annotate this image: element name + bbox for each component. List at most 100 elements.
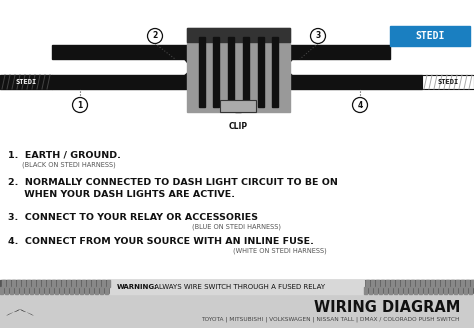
Bar bbox=[0, 0, 474, 140]
Circle shape bbox=[73, 97, 88, 113]
Circle shape bbox=[310, 29, 326, 44]
Bar bbox=[72, 280, 75, 287]
Bar bbox=[70, 287, 73, 294]
Bar bbox=[10, 287, 13, 294]
Bar bbox=[369, 287, 372, 294]
Bar bbox=[92, 280, 95, 287]
Circle shape bbox=[147, 29, 163, 44]
Bar bbox=[110, 280, 364, 294]
Bar bbox=[85, 287, 88, 294]
Bar bbox=[67, 280, 70, 287]
Bar bbox=[416, 280, 419, 287]
Bar bbox=[384, 287, 387, 294]
Bar bbox=[87, 280, 90, 287]
Bar bbox=[422, 75, 474, 89]
Bar bbox=[77, 280, 80, 287]
Bar bbox=[366, 280, 369, 287]
Bar bbox=[0, 75, 52, 89]
Bar bbox=[107, 280, 110, 287]
Bar bbox=[32, 280, 35, 287]
Bar bbox=[65, 287, 68, 294]
Bar bbox=[35, 287, 38, 294]
Bar bbox=[97, 280, 100, 287]
Text: 1: 1 bbox=[77, 100, 82, 110]
Circle shape bbox=[353, 97, 367, 113]
Bar bbox=[426, 280, 429, 287]
Bar bbox=[7, 280, 10, 287]
Bar bbox=[52, 45, 192, 59]
Bar bbox=[52, 75, 187, 89]
Bar bbox=[187, 28, 290, 42]
Bar bbox=[390, 26, 470, 46]
Bar bbox=[381, 280, 384, 287]
Bar bbox=[47, 280, 50, 287]
Text: 2: 2 bbox=[152, 31, 158, 40]
Bar bbox=[105, 287, 108, 294]
Bar bbox=[75, 287, 78, 294]
Text: 2.  NORMALLY CONNECTED TO DASH LIGHT CIRCUIT TO BE ON
     WHEN YOUR DASH LIGHTS: 2. NORMALLY CONNECTED TO DASH LIGHT CIRC… bbox=[8, 178, 338, 199]
Bar bbox=[469, 287, 472, 294]
Bar bbox=[20, 287, 23, 294]
Bar bbox=[439, 287, 442, 294]
Bar bbox=[401, 280, 404, 287]
Bar bbox=[454, 287, 457, 294]
Bar bbox=[37, 280, 40, 287]
Bar bbox=[399, 287, 402, 294]
PathPatch shape bbox=[6, 309, 34, 316]
Bar bbox=[371, 280, 374, 287]
Bar bbox=[364, 287, 367, 294]
Bar bbox=[102, 280, 105, 287]
Bar bbox=[396, 280, 399, 287]
Bar bbox=[424, 287, 427, 294]
Bar bbox=[471, 280, 474, 287]
Bar bbox=[0, 287, 3, 294]
Bar bbox=[446, 280, 449, 287]
Bar bbox=[456, 280, 459, 287]
Bar bbox=[459, 287, 462, 294]
Bar bbox=[52, 280, 55, 287]
Bar bbox=[431, 280, 434, 287]
Bar bbox=[2, 280, 5, 287]
Text: ALWAYS WIRE SWITCH THROUGH A FUSED RELAY: ALWAYS WIRE SWITCH THROUGH A FUSED RELAY bbox=[152, 284, 325, 290]
Bar bbox=[394, 287, 397, 294]
Bar bbox=[434, 287, 437, 294]
Text: CLIP: CLIP bbox=[229, 122, 248, 131]
Bar bbox=[17, 280, 20, 287]
Text: STEDI: STEDI bbox=[438, 79, 459, 85]
Bar bbox=[466, 280, 469, 287]
Text: WIRING DIAGRAM: WIRING DIAGRAM bbox=[314, 300, 460, 316]
Bar bbox=[5, 287, 8, 294]
Bar bbox=[376, 280, 379, 287]
Bar bbox=[391, 280, 394, 287]
Text: 1.  EARTH / GROUND.: 1. EARTH / GROUND. bbox=[8, 150, 121, 159]
Bar bbox=[243, 37, 249, 107]
Bar bbox=[15, 287, 18, 294]
Bar bbox=[45, 287, 48, 294]
Bar bbox=[42, 280, 45, 287]
Text: TOYOTA | MITSUBISHI | VOLKSWAGEN | NISSAN TALL | DMAX / COLORADO PUSH SWITCH: TOYOTA | MITSUBISHI | VOLKSWAGEN | NISSA… bbox=[201, 316, 460, 322]
Bar bbox=[187, 28, 290, 112]
Bar bbox=[80, 287, 83, 294]
Text: 4.  CONNECT FROM YOUR SOURCE WITH AN INLINE FUSE.: 4. CONNECT FROM YOUR SOURCE WITH AN INLI… bbox=[8, 237, 314, 246]
Bar bbox=[436, 280, 439, 287]
Text: (BLACK ON STEDI HARNESS): (BLACK ON STEDI HARNESS) bbox=[22, 162, 116, 169]
Bar bbox=[187, 45, 390, 59]
Bar bbox=[374, 287, 377, 294]
Bar bbox=[449, 287, 452, 294]
Bar bbox=[60, 287, 63, 294]
Bar bbox=[12, 280, 15, 287]
Bar bbox=[22, 280, 25, 287]
Bar bbox=[100, 287, 103, 294]
Text: WARNING:: WARNING: bbox=[117, 284, 158, 290]
Text: (BLUE ON STEDI HARNESS): (BLUE ON STEDI HARNESS) bbox=[192, 223, 282, 230]
Bar bbox=[409, 287, 412, 294]
Bar bbox=[421, 280, 424, 287]
Bar bbox=[379, 287, 382, 294]
Bar bbox=[461, 280, 464, 287]
Text: 3.  CONNECT TO YOUR RELAY OR ACCESSORIES: 3. CONNECT TO YOUR RELAY OR ACCESSORIES bbox=[8, 213, 258, 222]
Bar bbox=[429, 287, 432, 294]
Bar bbox=[228, 37, 234, 107]
Bar bbox=[419, 287, 422, 294]
Bar bbox=[389, 287, 392, 294]
Bar bbox=[414, 287, 417, 294]
